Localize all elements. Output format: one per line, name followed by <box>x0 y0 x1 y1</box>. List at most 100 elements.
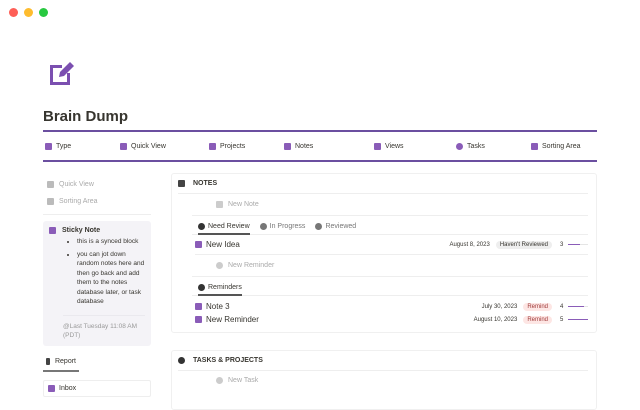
progress-fill <box>568 305 584 308</box>
reminders-tabs: Reminders <box>192 277 588 296</box>
page-title: Brain Dump <box>43 108 129 125</box>
binoculars-icon <box>120 142 127 150</box>
item-date: July 30, 2023 <box>481 303 518 310</box>
button-label: New Note <box>228 201 259 208</box>
new-note-button[interactable]: New Note <box>192 194 588 216</box>
item-name: Note 3 <box>206 302 230 311</box>
progress-bar <box>568 305 588 308</box>
inbox-icon <box>48 384 55 392</box>
alert-icon <box>198 223 205 230</box>
item-count: 5 <box>560 316 564 323</box>
nav-label: Projects <box>220 142 246 150</box>
maximize-button[interactable] <box>39 8 48 17</box>
sticky-bullet: you can jot down random notes here and t… <box>77 250 145 307</box>
table-icon <box>46 357 50 365</box>
nav-tasks[interactable]: Tasks <box>456 142 485 150</box>
tab-label: Reminders <box>208 284 242 291</box>
shapes-icon <box>531 142 538 150</box>
nav-label: Tasks <box>467 142 485 150</box>
stack-icon <box>209 142 216 150</box>
link-sorting-area[interactable]: Sorting Area <box>43 193 151 210</box>
status-badge: Remind <box>523 302 552 311</box>
left-column: Quick View Sorting Area Sticky Note this… <box>43 176 151 397</box>
notes-tabs: Need Review In Progress Reviewed <box>192 216 588 235</box>
nav-notes[interactable]: Notes <box>284 142 314 150</box>
status-badge: Haven't Reviewed <box>495 240 552 249</box>
list-item[interactable]: Note 3 July 30, 2023 Remind 4 <box>195 300 588 313</box>
item-name: New Reminder <box>206 315 259 324</box>
edit-icon <box>216 201 223 208</box>
list-item[interactable]: New Reminder August 10, 2023 Remind 5 <box>195 313 588 326</box>
item-date: August 8, 2023 <box>449 241 490 248</box>
link-quick-view[interactable]: Quick View <box>43 176 151 193</box>
tab-need-review[interactable]: Need Review <box>198 223 250 235</box>
grid-icon <box>374 142 381 150</box>
item-count: 3 <box>560 241 564 248</box>
sticky-bullet: this is a synced block <box>77 237 145 247</box>
tab-in-progress[interactable]: In Progress <box>259 223 306 230</box>
link-label: Quick View <box>59 181 94 188</box>
bell-icon <box>178 180 185 187</box>
divider <box>43 214 151 215</box>
progress-icon <box>259 223 267 230</box>
nav-label: Quick View <box>131 142 166 150</box>
tab-reviewed[interactable]: Reviewed <box>315 223 356 230</box>
tab-label: Report <box>54 357 76 365</box>
sticky-note-icon <box>49 227 56 234</box>
nav-label: Views <box>385 142 404 150</box>
tab-reminders[interactable]: Reminders <box>198 284 242 296</box>
nav-views[interactable]: Views <box>374 142 404 150</box>
nav-type[interactable]: Type <box>45 142 72 150</box>
tab-label: In Progress <box>269 223 306 230</box>
top-nav: Type Quick View Projects Notes Views Tas… <box>43 130 597 162</box>
progress-bar <box>568 318 588 321</box>
list-item[interactable]: New Idea August 8, 2023 Haven't Reviewed 3 <box>195 235 588 255</box>
close-button[interactable] <box>9 8 18 17</box>
new-task-button[interactable]: New Task <box>192 371 588 391</box>
progress-bar <box>568 243 588 246</box>
button-label: New Reminder <box>228 262 275 269</box>
check-circle-icon <box>315 223 323 230</box>
tasks-panel: TASKS & PROJECTS New Task <box>171 350 597 410</box>
bell-icon <box>198 284 205 291</box>
item-name: New Idea <box>206 240 240 249</box>
inbox-item[interactable]: Inbox <box>43 379 151 397</box>
check-circle-icon <box>178 357 185 364</box>
inbox-label: Inbox <box>59 384 77 392</box>
binoculars-icon <box>47 181 54 188</box>
tab-label: Need Review <box>208 223 250 230</box>
section-title: TASKS & PROJECTS <box>193 357 263 364</box>
link-label: Sorting Area <box>59 198 98 205</box>
check-circle-icon <box>456 142 463 150</box>
progress-fill <box>568 243 580 246</box>
nav-label: Notes <box>295 142 314 150</box>
button-label: New Task <box>228 377 259 384</box>
nav-quick-view[interactable]: Quick View <box>120 142 166 150</box>
note-icon <box>195 303 202 310</box>
minimize-button[interactable] <box>24 8 33 17</box>
item-date: August 10, 2023 <box>473 316 518 323</box>
item-count: 4 <box>560 303 564 310</box>
notes-panel: NOTES New Note Need Review In Progress R… <box>171 173 597 333</box>
section-title: NOTES <box>193 180 218 187</box>
tag-icon <box>45 142 52 150</box>
edit-note-icon <box>50 62 74 85</box>
note-icon <box>195 316 202 323</box>
plus-circle-icon <box>216 262 223 269</box>
check-circle-icon <box>216 377 223 384</box>
nav-projects[interactable]: Projects <box>209 142 246 150</box>
document-icon <box>284 142 291 150</box>
window-controls <box>9 8 48 17</box>
status-badge: Remind <box>523 315 552 324</box>
sticky-note: Sticky Note this is a synced block you c… <box>43 221 151 346</box>
tab-label: Reviewed <box>325 223 357 230</box>
new-reminder-button[interactable]: New Reminder <box>192 255 588 277</box>
sticky-title: Sticky Note <box>62 227 101 234</box>
progress-fill <box>568 318 588 321</box>
shapes-icon <box>47 198 54 205</box>
nav-label: Type <box>56 142 72 150</box>
nav-sorting-area[interactable]: Sorting Area <box>531 142 581 150</box>
sticky-timestamp: @Last Tuesday 11:08 AM (PDT) <box>63 314 145 340</box>
tab-report[interactable]: Report <box>43 357 79 372</box>
nav-label: Sorting Area <box>542 142 581 150</box>
